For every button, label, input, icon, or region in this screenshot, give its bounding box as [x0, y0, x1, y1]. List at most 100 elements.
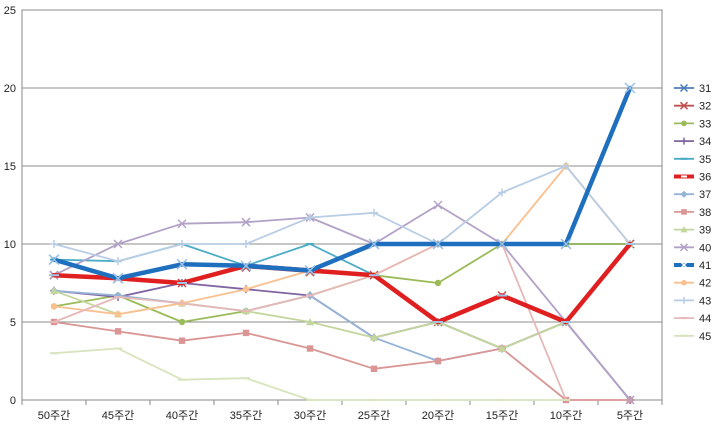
data-point: [50, 286, 58, 294]
legend-label: 32: [699, 101, 711, 113]
data-point: [681, 120, 687, 127]
data-point: [370, 208, 378, 217]
y-tick-label: 20: [4, 83, 16, 95]
x-tick-label: 25주간: [358, 409, 390, 422]
y-axis: 0 5 10 15 20 25: [4, 5, 16, 407]
legend-entry: 32: [674, 101, 711, 113]
legend-label: 38: [699, 207, 711, 219]
legend-label: 40: [699, 242, 711, 254]
x-axis: 50주간 45주간 40주간 35주간 30주간 25주간 20주간 15주간 10주간 5주간: [21, 399, 663, 422]
legend-entry: 31: [674, 83, 711, 95]
data-point: [370, 333, 378, 341]
legend-entry: 36: [674, 172, 711, 184]
data-point: [681, 279, 687, 286]
x-tick-label: 5주간: [617, 409, 643, 422]
legend-label: 41: [699, 260, 711, 272]
plot-area-border: [21, 9, 663, 401]
series-45: [50, 347, 570, 401]
data-point: [679, 83, 689, 93]
y-tick-label: 15: [4, 161, 16, 173]
series-41: [48, 82, 636, 284]
y-tick-label: 25: [4, 5, 16, 17]
data-point: [306, 345, 314, 352]
data-point: [112, 272, 124, 284]
legend-entry: 44: [674, 313, 711, 325]
series-line: [53, 165, 631, 263]
series-lines: [48, 82, 636, 405]
legend-entry: 37: [674, 189, 711, 201]
data-point: [178, 337, 186, 344]
x-tick-label: 50주간: [38, 409, 70, 422]
data-point: [680, 190, 688, 198]
legend-entry: 35: [674, 154, 711, 166]
data-point: [681, 209, 687, 215]
legend-label: 33: [699, 118, 711, 130]
legend-label: 43: [699, 295, 711, 307]
data-point: [680, 261, 688, 269]
data-point: [625, 395, 635, 405]
series-line: [51, 241, 633, 325]
data-point: [304, 264, 316, 277]
legend-entry: 33: [674, 118, 711, 130]
legend-label: 35: [699, 154, 711, 166]
legend-entry: 45: [674, 331, 711, 343]
legend-label: 36: [699, 172, 711, 184]
y-tick-label: 5: [10, 317, 16, 329]
data-point: [178, 318, 186, 326]
data-point: [679, 101, 689, 110]
data-point: [242, 329, 250, 337]
data-point: [240, 260, 252, 272]
x-tick-label: 20주간: [422, 409, 454, 422]
legend: 31 32 33 34 35 36 37 38 39 40 41 42 43 44 45: [674, 83, 711, 343]
data-point: [177, 219, 187, 229]
y-tick-label: 0: [10, 395, 16, 407]
data-point: [306, 318, 314, 326]
data-point: [560, 238, 572, 250]
data-point: [176, 258, 188, 270]
legend-entry: 39: [674, 225, 711, 237]
legend-entry: 41: [674, 260, 711, 272]
legend-label: 44: [699, 313, 711, 325]
data-point: [680, 226, 688, 233]
x-tick-label: 30주간: [294, 409, 326, 422]
data-point: [498, 344, 506, 352]
legend-label: 37: [699, 189, 711, 201]
data-point: [562, 162, 570, 170]
legend-entry: 40: [674, 242, 711, 254]
data-point: [680, 296, 688, 304]
data-point: [241, 217, 251, 227]
data-point: [434, 279, 442, 287]
data-point: [113, 239, 123, 249]
data-point: [498, 188, 506, 197]
data-point: [50, 240, 58, 248]
data-point: [368, 238, 380, 250]
legend-entry: 38: [674, 207, 711, 219]
data-point: [680, 137, 688, 145]
data-point: [114, 257, 122, 266]
series-43: [50, 162, 634, 266]
x-tick-label: 35주간: [230, 409, 262, 422]
y-tick-label: 10: [4, 239, 16, 251]
legend-label: 39: [699, 225, 711, 237]
data-point: [48, 254, 60, 266]
data-point: [432, 238, 444, 250]
data-point: [50, 303, 58, 310]
data-point: [433, 200, 443, 210]
data-point: [496, 238, 508, 250]
x-tick-label: 40주간: [166, 409, 198, 422]
x-tick-label: 10주간: [550, 409, 582, 422]
series-line: [53, 321, 631, 401]
x-tick-label: 15주간: [486, 409, 518, 422]
data-point: [434, 357, 442, 365]
legend-label: 34: [699, 136, 711, 148]
legend-entry: 42: [674, 278, 711, 290]
data-point: [679, 243, 689, 252]
x-tick-label: 45주간: [102, 409, 134, 422]
legend-label: 45: [699, 331, 711, 343]
series-40: [49, 200, 635, 405]
data-point: [114, 311, 122, 318]
legend-entry: 43: [674, 295, 711, 307]
legend-label: 31: [699, 83, 711, 95]
